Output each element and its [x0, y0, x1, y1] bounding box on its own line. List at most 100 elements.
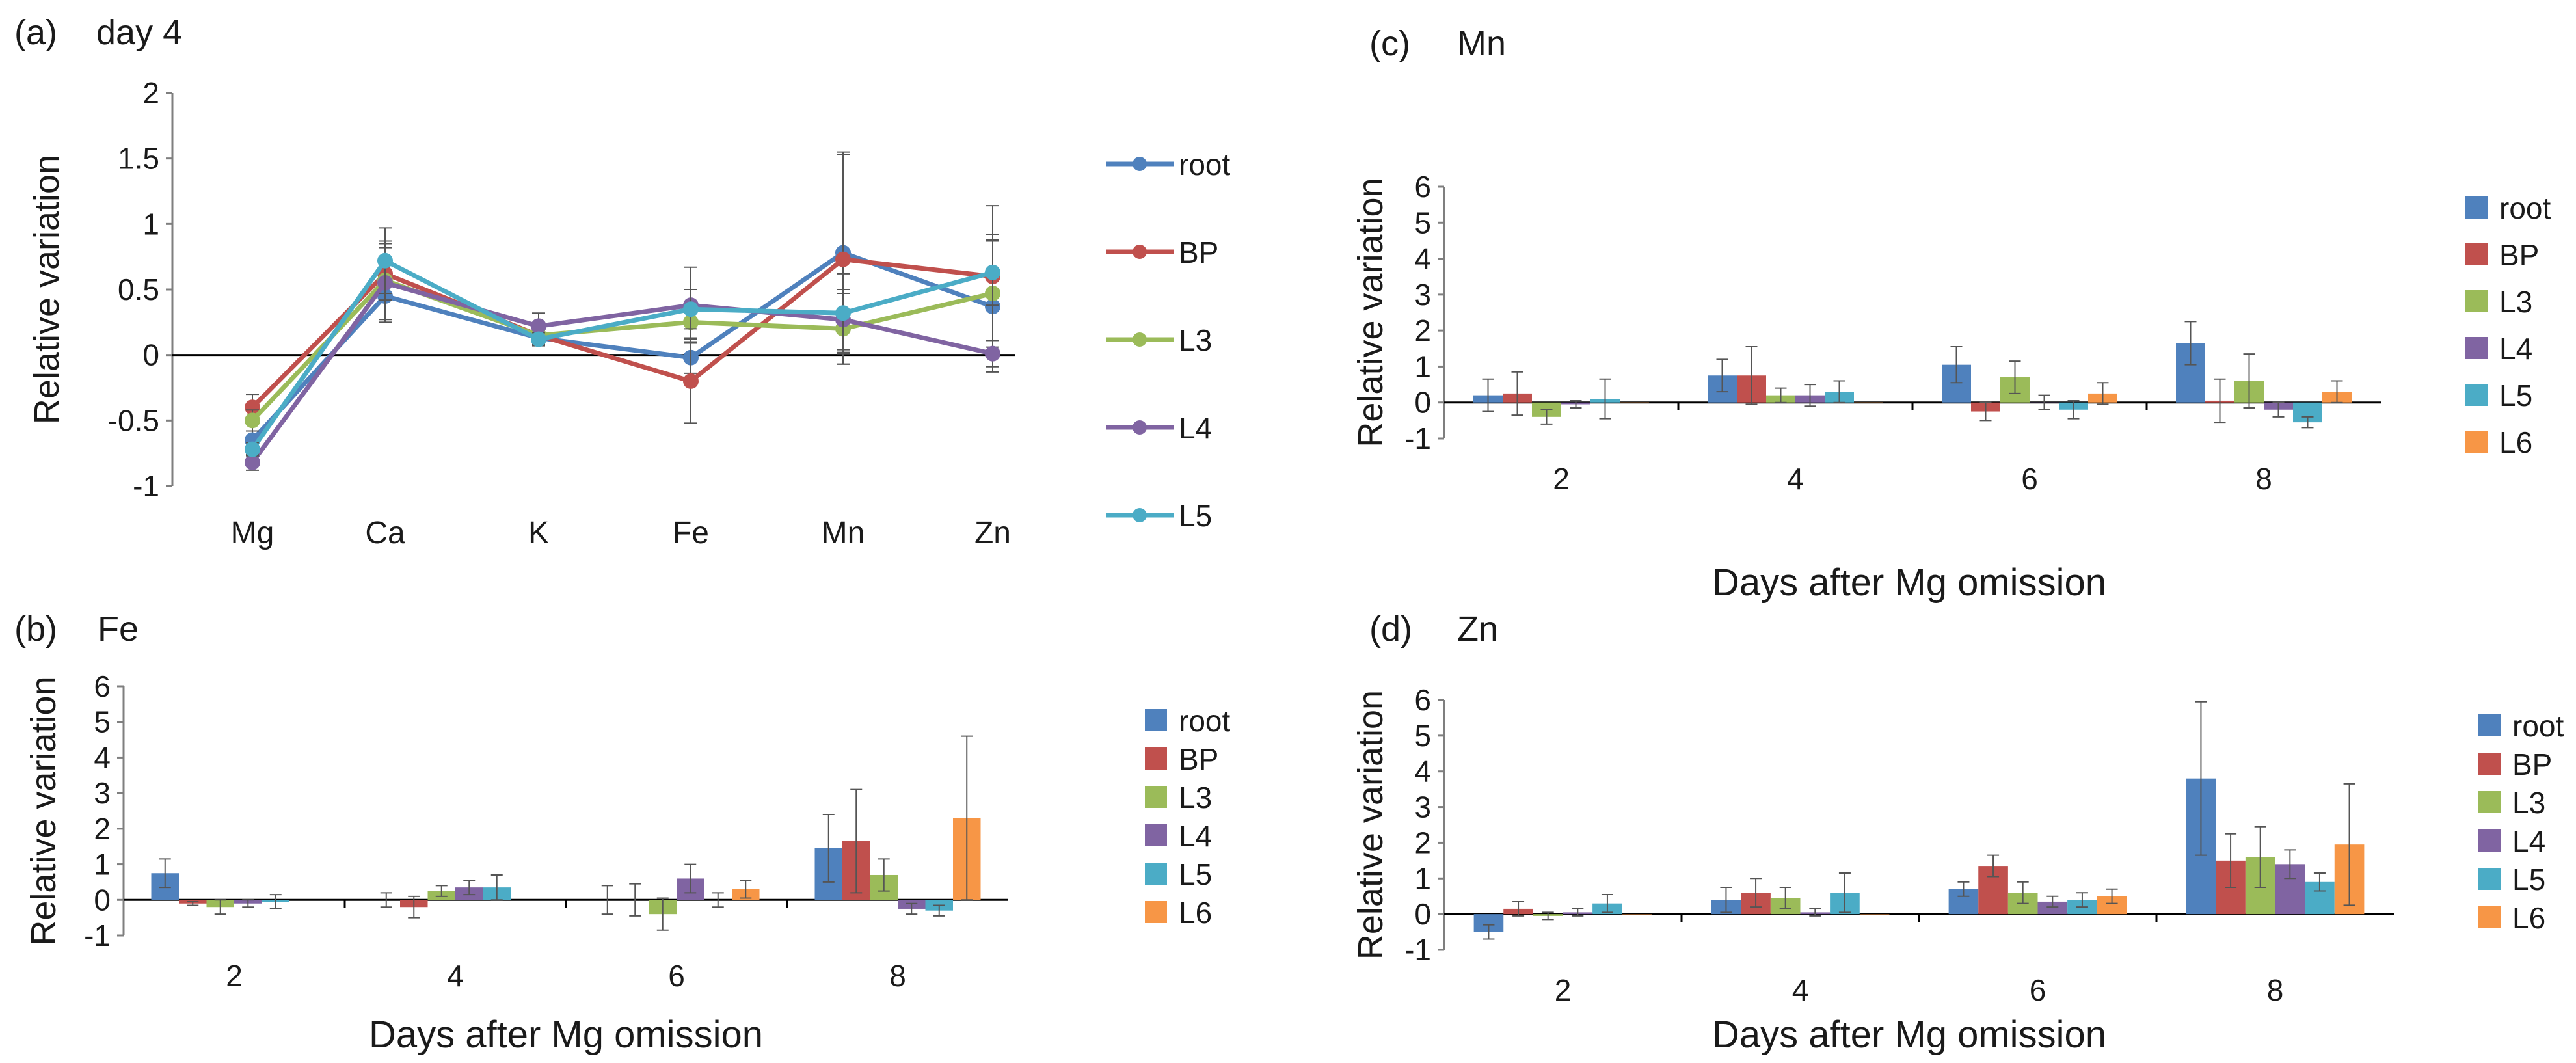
legend-label: root: [2499, 191, 2551, 225]
y-tick-label: 0: [1414, 897, 1431, 931]
y-tick-label: 6: [1414, 170, 1431, 204]
legend-label: L6: [2512, 901, 2545, 935]
data-point-L5: [245, 441, 260, 457]
y-tick-label: 1: [1414, 861, 1431, 895]
legend-label: L3: [2499, 285, 2532, 319]
panel-a-line-chart: (a) day 4 -1 -0.5 0 0.5 1 1.5 2 Relative variatio…: [14, 13, 1230, 550]
legend-label: L4: [1179, 411, 1212, 445]
y-tick-label: 0: [1414, 386, 1431, 420]
legend-label: BP: [1179, 235, 1218, 269]
y-tick-label: 0: [142, 338, 159, 372]
legend-label: BP: [2512, 747, 2552, 781]
legend-swatch-L5: [2478, 868, 2501, 890]
data-point-L4: [531, 318, 546, 334]
data-point-L5: [985, 264, 1000, 280]
series-line-root: [250, 250, 994, 442]
legend-marker-L3: [1133, 332, 1147, 347]
x-tick-label: 2: [226, 959, 243, 993]
y-tick-label: 3: [1414, 790, 1431, 824]
legend-swatch-L4: [2478, 829, 2501, 852]
y-tick-label: 1: [142, 207, 159, 241]
legend-label: L4: [2499, 332, 2532, 366]
x-axis-label: Days after Mg omission: [369, 1014, 763, 1056]
y-tick-label: 5: [1414, 719, 1431, 753]
panel-label: (a): [14, 13, 57, 52]
y-tick-label: 2: [1414, 826, 1431, 859]
x-tick-label: 4: [1792, 973, 1809, 1007]
legend-swatch-L4: [1145, 824, 1167, 846]
bar-L6: [1622, 914, 1652, 915]
x-tick-label: 4: [1787, 462, 1804, 496]
x-axis-label: Days after Mg omission: [1712, 561, 2106, 604]
y-tick-label: 4: [1414, 242, 1431, 276]
legend-swatch-L3: [1145, 786, 1167, 808]
x-tick-label: 6: [2030, 973, 2046, 1007]
legend-swatch-BP: [2478, 753, 2501, 775]
y-tick-label: -1: [1404, 422, 1431, 455]
y-tick-label: 0.5: [118, 273, 159, 306]
y-axis-label: Relative variation: [1351, 690, 1390, 960]
legend-swatch-L4: [2465, 337, 2488, 359]
legend-swatch-root: [2465, 196, 2488, 219]
data-point-BP: [683, 373, 699, 389]
legend-swatch-L6: [1145, 901, 1167, 923]
x-tick-label: Zn: [974, 516, 1011, 550]
x-axis-label: Days after Mg omission: [1712, 1014, 2106, 1056]
legend: root BP L3 L4 L5 L6: [1145, 704, 1230, 930]
x-tick-label: Ca: [365, 516, 405, 550]
legend-label: L4: [2512, 824, 2545, 858]
legend-label: L3: [2512, 786, 2545, 820]
y-tick-label: 5: [94, 705, 111, 739]
legend-marker-L5: [1133, 508, 1147, 522]
y-axis-label: Relative variation: [27, 155, 66, 424]
x-tick-label: Mn: [822, 516, 865, 550]
x-tick-label: 4: [447, 959, 464, 993]
legend-label: root: [1179, 148, 1230, 182]
y-tick-label: -0.5: [108, 403, 159, 437]
y-tick-label: 5: [1414, 206, 1431, 239]
x-tick-label: Mg: [231, 516, 275, 550]
y-tick-label: 2: [94, 812, 111, 846]
legend-label: L3: [1179, 781, 1212, 814]
legend-label: L4: [1179, 819, 1212, 853]
y-tick-label: -1: [1404, 933, 1431, 967]
data-point-L4: [245, 454, 260, 470]
y-tick-label: 3: [1414, 278, 1431, 312]
chart-title: Zn: [1457, 610, 1498, 649]
data-point-L3: [245, 412, 260, 429]
legend-label: L5: [1179, 857, 1212, 891]
x-tick-label: 8: [889, 959, 906, 993]
chart-title: Mn: [1457, 24, 1506, 63]
x-tick-label: K: [528, 516, 549, 550]
series-line-L3: [250, 277, 993, 422]
x-tick-label: 6: [2021, 462, 2038, 496]
legend-swatch-L6: [2465, 431, 2488, 453]
data-point-L5: [531, 331, 546, 347]
panel-label: (d): [1369, 610, 1412, 649]
bar-L6: [1859, 914, 1890, 915]
legend-swatch-BP: [1145, 747, 1167, 770]
panel-label: (c): [1369, 24, 1410, 63]
chart-title: Fe: [98, 610, 139, 649]
legend-label: root: [1179, 704, 1230, 738]
y-axis-label: Relative variation: [24, 676, 63, 945]
y-tick-label: 2: [142, 76, 159, 110]
y-tick-label: 3: [94, 776, 111, 810]
legend-swatch-L3: [2465, 290, 2488, 312]
legend: root BP L3 L4 L5: [1106, 148, 1230, 533]
data-point-BP: [245, 399, 260, 416]
legend-marker-L4: [1133, 420, 1147, 435]
x-tick-label: 8: [2267, 973, 2284, 1007]
legend-label: BP: [1179, 742, 1218, 776]
legend-label: L6: [2499, 425, 2532, 459]
y-tick-label: 0: [94, 883, 111, 917]
legend-swatch-L5: [2465, 384, 2488, 406]
chart-title: day 4: [96, 13, 182, 52]
y-tick-label: 4: [94, 740, 111, 774]
series-line-BP: [250, 257, 993, 409]
legend-marker-BP: [1133, 245, 1147, 259]
bar-L4: [2037, 901, 2068, 915]
